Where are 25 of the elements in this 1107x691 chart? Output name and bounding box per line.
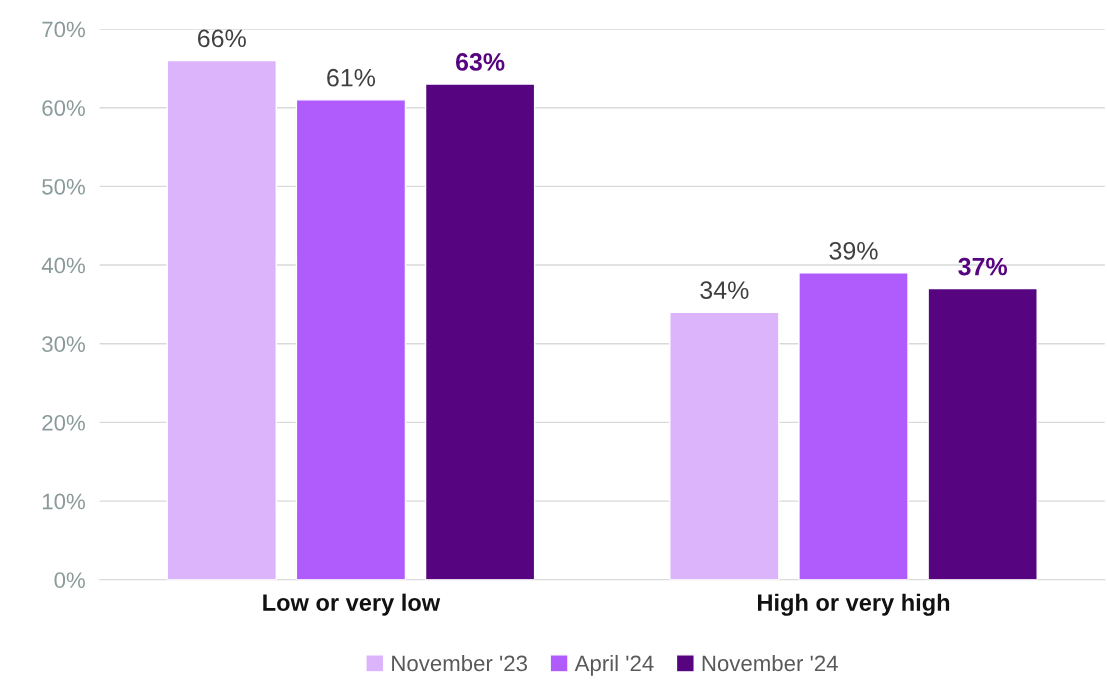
y-tick-label: 10%: [42, 493, 85, 510]
data-label: 61%: [327, 68, 376, 87]
y-tick-label: 20%: [42, 414, 85, 431]
data-label: 39%: [829, 241, 878, 260]
bar: [798, 272, 909, 580]
bar: [424, 83, 536, 580]
bar: [295, 99, 407, 580]
bar: [669, 311, 780, 580]
y-tick-label: 70%: [42, 21, 85, 38]
bar: [927, 287, 1038, 580]
y-tick-label: 0%: [54, 572, 85, 589]
data-label: 37%: [958, 257, 1008, 276]
x-tick-label: High or very high: [758, 593, 950, 616]
legend-label: November '24: [702, 654, 838, 672]
legend-label: November '23: [392, 654, 527, 672]
data-label: 66%: [198, 29, 246, 48]
y-tick-label: 40%: [41, 257, 85, 274]
legend-label: April '24: [574, 654, 654, 676]
y-tick-label: 50%: [42, 178, 85, 195]
data-label: 63%: [455, 53, 505, 71]
y-tick-label: 30%: [42, 336, 85, 352]
x-tick-label: Low or very low: [263, 593, 441, 616]
bar: [166, 59, 277, 580]
y-tick-label: 60%: [42, 100, 85, 116]
data-label: 34%: [700, 281, 749, 299]
